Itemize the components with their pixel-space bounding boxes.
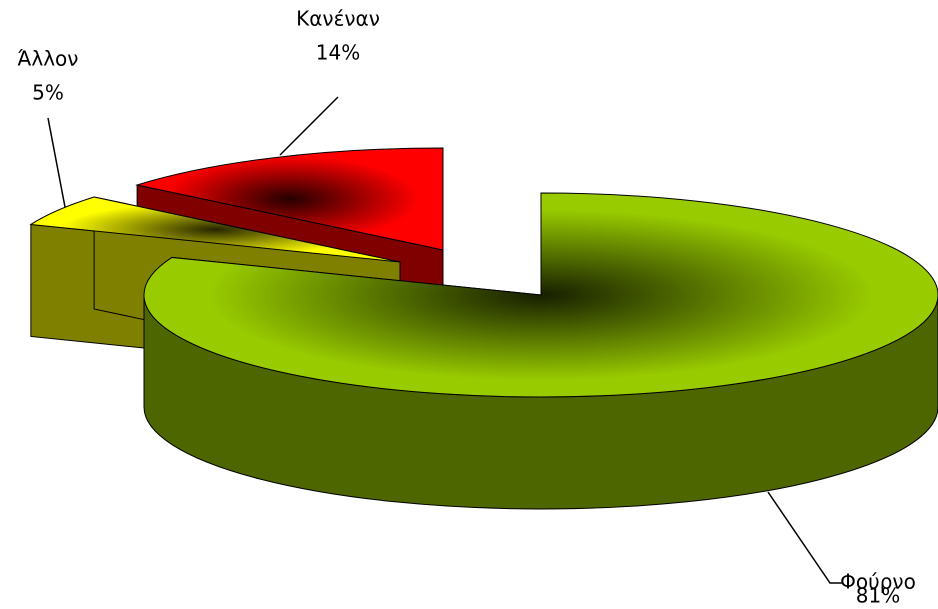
leader-line [767,491,842,584]
leader-line [47,117,66,208]
data-label-value: 5% [32,81,64,105]
data-label-name: Φούρνο [840,570,916,594]
data-label-value: 81% [856,584,900,608]
data-label-value: 14% [316,41,360,65]
data-label-name: Κανέναν [296,7,380,31]
slice [143,192,938,398]
leader-line [279,96,339,156]
slice-group [143,192,938,510]
slice [29,196,401,263]
slice [135,147,444,251]
data-label-name: Άλλον [18,47,79,71]
